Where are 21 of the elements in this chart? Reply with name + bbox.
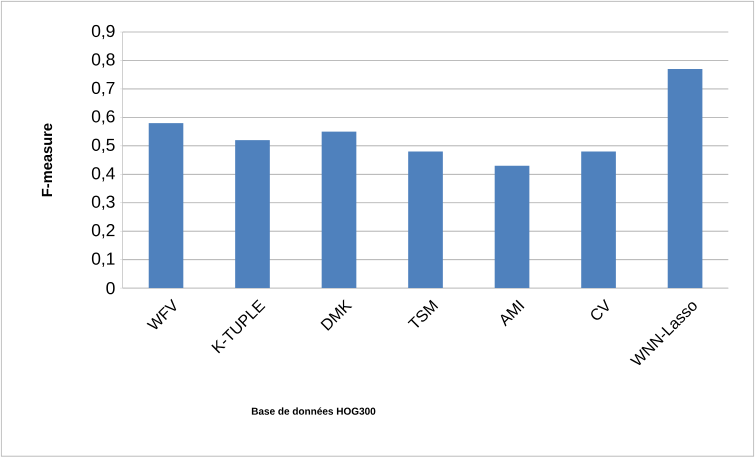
- y-tick-label: 0,9: [92, 25, 115, 40]
- bar: [581, 152, 616, 288]
- y-tick-label: 0,7: [92, 82, 114, 96]
- x-tick-label: AMI: [500, 300, 524, 327]
- y-tick-label: 0,2: [92, 224, 114, 239]
- y-axis-title: F-measure: [42, 124, 52, 196]
- bar: [235, 140, 270, 288]
- bar: [668, 69, 702, 288]
- bar: [148, 123, 184, 288]
- bar: [494, 166, 530, 288]
- y-tick-label: 0,8: [92, 54, 115, 68]
- y-tick-label: 0,5: [92, 138, 115, 154]
- x-tick-label: CV: [591, 299, 609, 320]
- bar: [322, 132, 356, 288]
- y-tick-label: 0,6: [92, 110, 115, 125]
- y-tick-label: 0,4: [92, 167, 115, 182]
- y-tick-label: 0,1: [92, 252, 115, 268]
- x-axis-title: Base de données HOG300: [252, 408, 376, 416]
- y-tick-label: 0: [106, 282, 115, 294]
- y-tick-label: 0,3: [92, 196, 115, 210]
- bar: [408, 152, 443, 288]
